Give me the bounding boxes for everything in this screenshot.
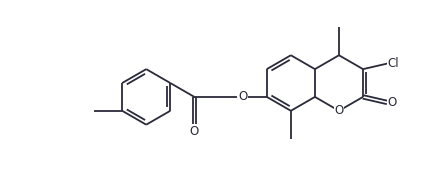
Text: Cl: Cl [386, 57, 398, 70]
Text: O: O [237, 90, 247, 103]
Text: O: O [334, 104, 343, 117]
Text: O: O [189, 125, 199, 138]
Text: O: O [386, 96, 395, 109]
